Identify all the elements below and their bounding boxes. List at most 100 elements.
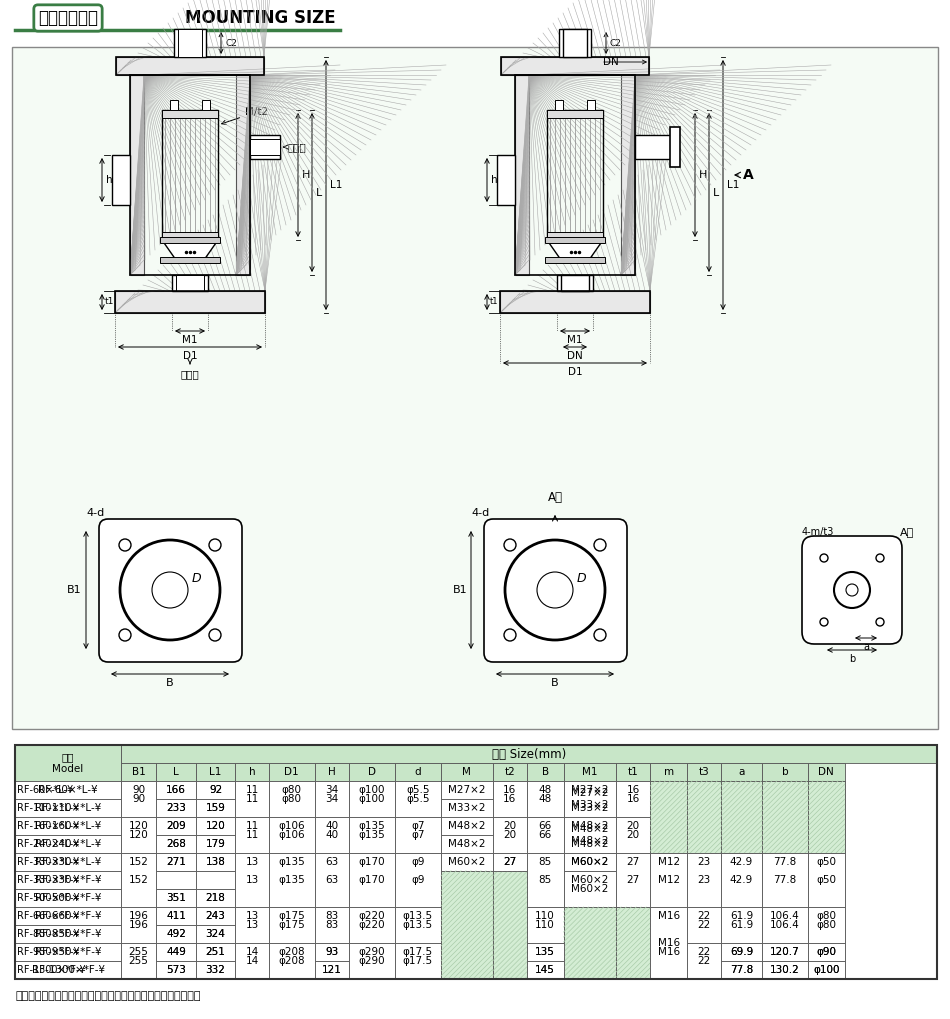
- Bar: [116, 57, 264, 75]
- Bar: [236, 817, 269, 853]
- Text: h: h: [106, 175, 113, 185]
- Text: φ90: φ90: [816, 947, 836, 957]
- Text: 66: 66: [539, 821, 552, 832]
- Bar: [156, 835, 196, 853]
- Bar: [762, 961, 808, 979]
- Text: 48: 48: [539, 785, 552, 795]
- Bar: [349, 907, 395, 925]
- Bar: [762, 853, 808, 907]
- Bar: [269, 853, 314, 871]
- Bar: [500, 291, 650, 313]
- Text: M60×2: M60×2: [571, 857, 609, 867]
- Bar: [349, 781, 395, 817]
- Bar: [808, 961, 845, 979]
- Bar: [441, 853, 493, 871]
- Bar: [15, 853, 121, 871]
- Bar: [493, 871, 526, 889]
- Text: D1: D1: [182, 351, 198, 361]
- Text: 351: 351: [166, 893, 186, 903]
- Text: 351: 351: [166, 893, 186, 903]
- Bar: [687, 781, 721, 799]
- Bar: [349, 817, 395, 853]
- Text: 四、连接尺寸: 四、连接尺寸: [38, 9, 98, 26]
- Bar: [563, 889, 617, 907]
- Bar: [196, 889, 236, 907]
- Bar: [441, 781, 493, 799]
- Bar: [526, 763, 563, 781]
- Bar: [650, 781, 687, 853]
- Bar: [15, 799, 121, 817]
- Bar: [721, 781, 762, 853]
- Bar: [196, 817, 236, 835]
- Bar: [617, 871, 650, 889]
- Text: 4-d: 4-d: [86, 508, 105, 518]
- Bar: [156, 799, 196, 817]
- Bar: [314, 817, 349, 853]
- Bar: [762, 889, 808, 907]
- Text: φ50: φ50: [816, 857, 836, 867]
- Text: 34: 34: [325, 794, 338, 804]
- Text: M33×2: M33×2: [571, 803, 609, 813]
- Bar: [15, 835, 121, 853]
- Bar: [493, 889, 526, 907]
- Text: 152: 152: [128, 875, 148, 884]
- Text: 121: 121: [322, 965, 342, 975]
- Text: 166: 166: [166, 785, 186, 795]
- Circle shape: [119, 539, 131, 551]
- Bar: [650, 853, 687, 907]
- Bar: [721, 889, 762, 907]
- Bar: [555, 100, 563, 110]
- Bar: [162, 110, 218, 240]
- Bar: [561, 275, 589, 291]
- Text: 90: 90: [132, 794, 145, 804]
- Bar: [236, 889, 269, 907]
- Text: M1: M1: [182, 335, 198, 345]
- Bar: [196, 835, 236, 853]
- Text: RF-1300×*F-¥: RF-1300×*F-¥: [17, 965, 85, 975]
- Bar: [349, 799, 395, 817]
- Text: 492: 492: [166, 929, 186, 938]
- Text: 13: 13: [245, 911, 258, 921]
- Text: 85: 85: [539, 875, 552, 884]
- Text: 110: 110: [535, 920, 555, 930]
- Text: 16: 16: [504, 785, 516, 795]
- Bar: [314, 799, 349, 817]
- Bar: [314, 853, 349, 907]
- Bar: [617, 781, 650, 817]
- Bar: [493, 853, 526, 871]
- Text: B1: B1: [67, 585, 82, 595]
- Bar: [196, 817, 236, 835]
- Text: M/t2: M/t2: [221, 107, 268, 124]
- Text: 179: 179: [205, 839, 225, 849]
- Text: L1: L1: [727, 180, 739, 190]
- Bar: [545, 257, 605, 263]
- Bar: [493, 763, 526, 781]
- Bar: [156, 871, 196, 889]
- Bar: [121, 907, 156, 925]
- Text: RF-110×*L-¥: RF-110×*L-¥: [35, 803, 101, 813]
- Text: 324: 324: [205, 929, 225, 938]
- Bar: [493, 925, 526, 943]
- Bar: [563, 961, 617, 979]
- Bar: [587, 100, 595, 110]
- Bar: [116, 57, 264, 75]
- Bar: [493, 853, 526, 871]
- Bar: [808, 835, 845, 853]
- Text: 11: 11: [245, 785, 258, 795]
- Text: 20: 20: [504, 821, 516, 832]
- Text: 233: 233: [166, 803, 186, 813]
- Text: φ100: φ100: [358, 794, 385, 804]
- Bar: [314, 781, 349, 799]
- Text: B: B: [551, 678, 559, 688]
- Text: 121: 121: [322, 965, 342, 975]
- Bar: [721, 853, 762, 907]
- Bar: [526, 943, 563, 961]
- Bar: [441, 943, 493, 961]
- Bar: [493, 781, 526, 817]
- Bar: [563, 817, 617, 835]
- Bar: [314, 835, 349, 853]
- Bar: [196, 961, 236, 979]
- Text: RF-500×*F-¥: RF-500×*F-¥: [35, 893, 102, 903]
- Bar: [493, 961, 526, 979]
- Bar: [121, 925, 156, 943]
